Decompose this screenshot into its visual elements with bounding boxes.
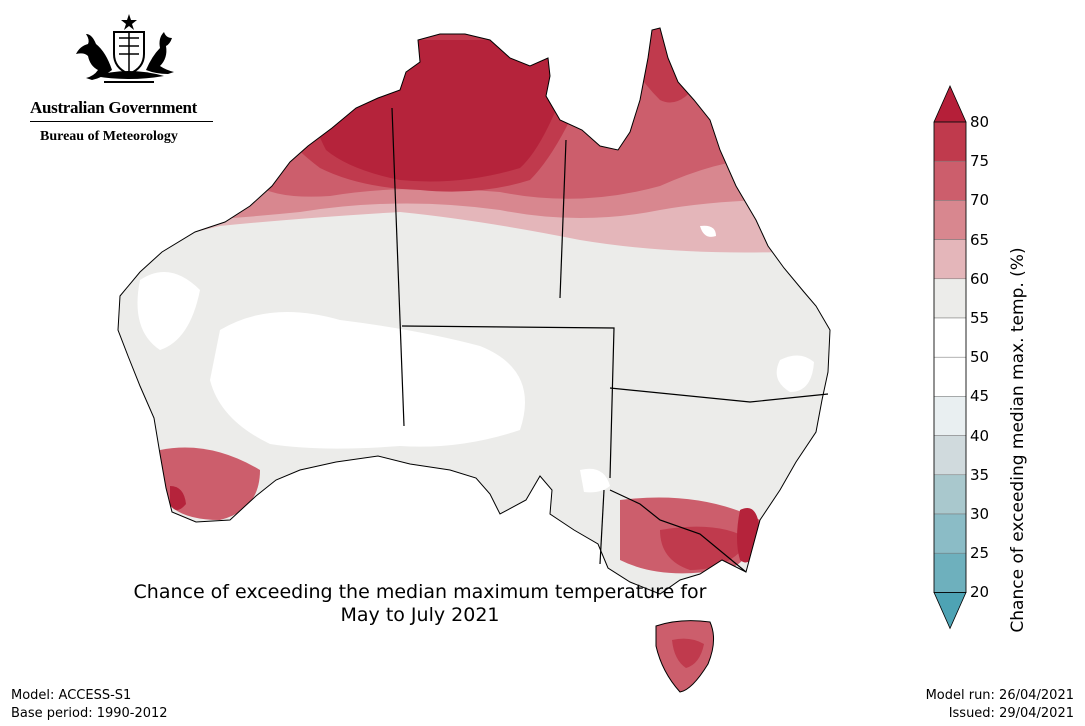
colorbar-frame [933, 121, 967, 593]
colorbar-bin-35-40 [933, 435, 967, 476]
colorbar [933, 85, 967, 630]
colorbar-upper-arrow [933, 85, 967, 123]
model-run-date: Model run: 26/04/2021 [925, 688, 1074, 703]
colorbar-bin-65-70 [933, 200, 967, 240]
government-name: Australian Government [30, 98, 197, 117]
map-title-line2: May to July 2021 [340, 604, 500, 626]
colorbar-tick-label: 40 [970, 426, 990, 445]
colorbar-bin-40-45 [933, 396, 967, 436]
colorbar-lower-arrow [933, 592, 967, 630]
colorbar-bin-55-60 [933, 278, 967, 319]
colorbar-tick-label: 60 [970, 269, 990, 288]
colorbar-tick-label: 80 [970, 113, 990, 131]
australia-map [117, 27, 831, 693]
colorbar-tick-label: 75 [970, 152, 990, 171]
government-logo: Australian Government Bureau of Meteorol… [18, 10, 228, 144]
map-title-line1: Chance of exceeding the median maximum t… [133, 581, 707, 603]
colorbar-tick-label: 70 [970, 191, 990, 210]
colorbar-bin-30-35 [933, 474, 967, 515]
colorbar-tick-label: 65 [970, 230, 990, 249]
colorbar-tick-label: 50 [970, 348, 990, 367]
colorbar-legend: 80 75 70 65 60 55 50 45 40 35 30 25 20 Chance of exc… [900, 80, 1085, 640]
colorbar-bin-60-65 [933, 239, 967, 280]
map-title: Chance of exceeding the median maximum t… [100, 581, 740, 627]
colorbar-bin-70-75 [933, 160, 967, 201]
colorbar-tick-label: 20 [970, 583, 990, 602]
model-info: Model: ACCESS-S1 Base period: 1990-2012 [11, 687, 168, 723]
coat-of-arms-icon [76, 14, 174, 83]
colorbar-tick-label: 55 [970, 309, 990, 327]
forecast-map: Chance of exceeding the median maximum t… [100, 0, 860, 700]
colorbar-tick-label: 25 [970, 544, 990, 563]
base-period: Base period: 1990-2012 [11, 706, 168, 721]
colorbar-tick-label: 45 [970, 387, 990, 406]
colorbar-bin-25-30 [933, 513, 967, 554]
run-info: Model run: 26/04/2021 Issued: 29/04/2021 [926, 687, 1074, 723]
colorbar-tick-label: 30 [970, 505, 990, 523]
colorbar-bin-75-80 [933, 121, 967, 162]
issued-date: Issued: 29/04/2021 [948, 706, 1074, 721]
model-name: Model: ACCESS-S1 [11, 688, 132, 703]
colorbar-bin-20-25 [933, 552, 967, 593]
colorbar-bin-50-55 [933, 317, 967, 358]
logo-divider [30, 121, 213, 122]
colorbar-bin-45-50 [933, 356, 967, 397]
bureau-name: Bureau of Meteorology [40, 129, 178, 144]
colorbar-label: Chance of exceeding median max. temp. (%… [1008, 247, 1028, 633]
colorbar-tick-label: 35 [970, 465, 990, 484]
